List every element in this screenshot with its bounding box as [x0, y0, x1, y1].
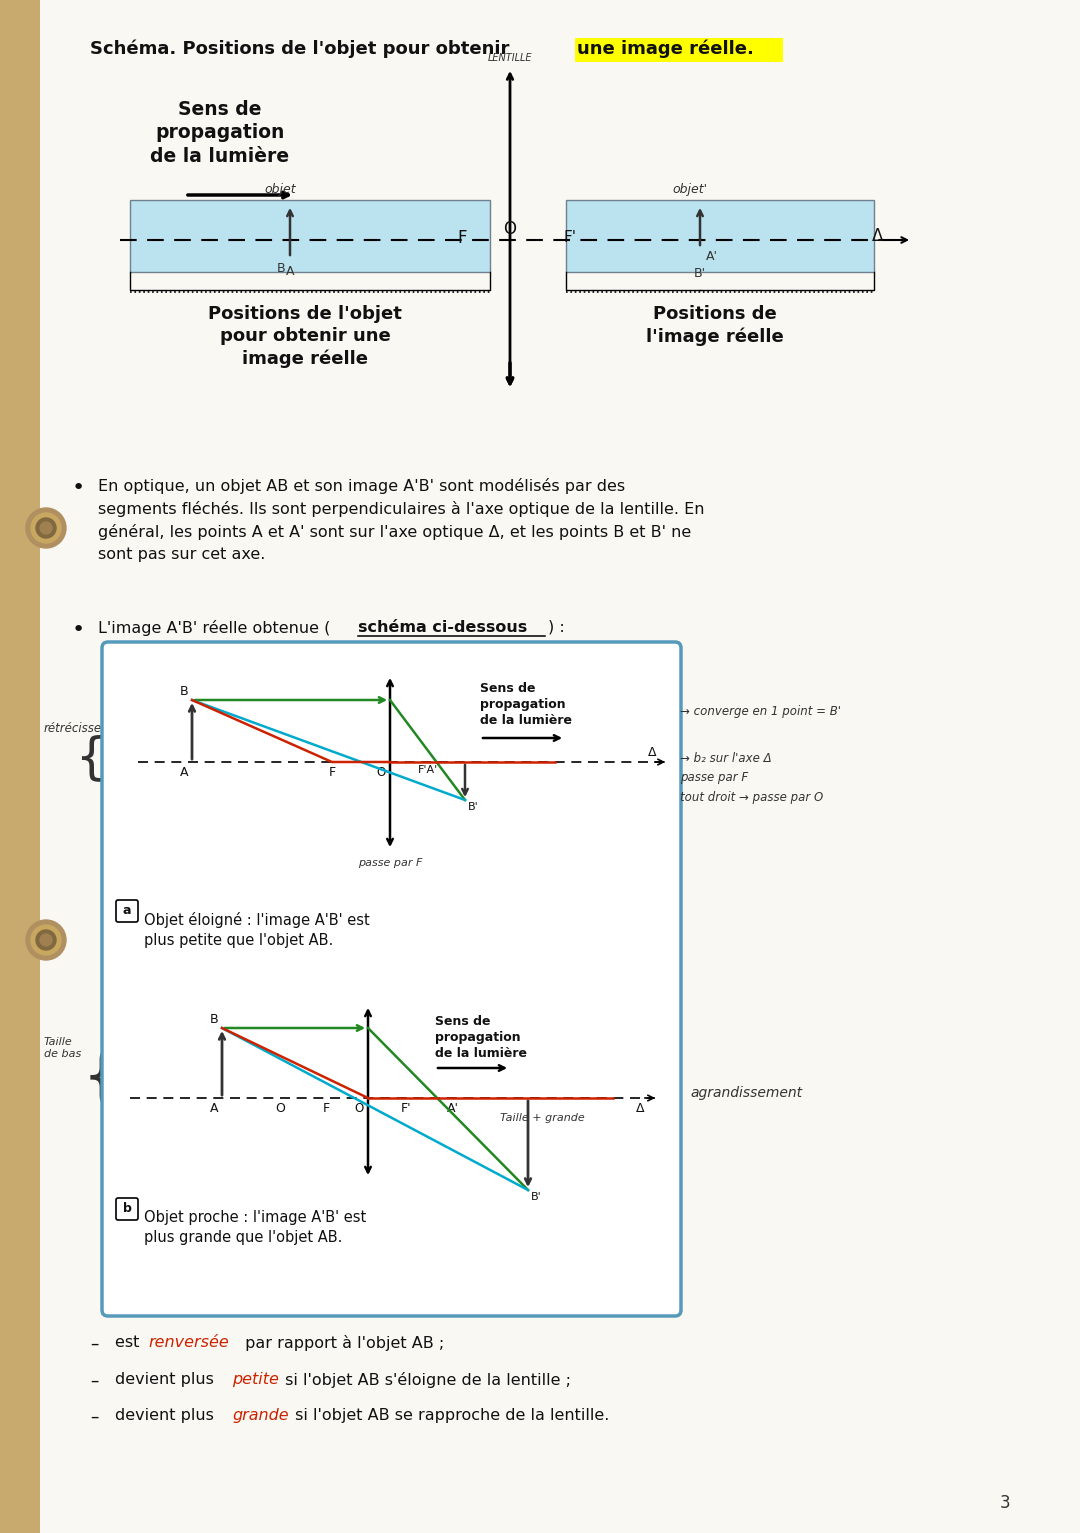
- Text: L'image A'B' réelle obtenue (: L'image A'B' réelle obtenue (: [98, 619, 330, 636]
- Text: Taille + grande: Taille + grande: [500, 1113, 584, 1124]
- Text: si l'objet AB s'éloigne de la lentille ;: si l'objet AB s'éloigne de la lentille ;: [280, 1372, 571, 1387]
- Text: Sens de
propagation
de la lumière: Sens de propagation de la lumière: [435, 1015, 527, 1059]
- Circle shape: [31, 924, 60, 955]
- Bar: [575, 38, 783, 61]
- Text: LENTILLE: LENTILLE: [488, 54, 532, 63]
- Text: B': B': [694, 267, 706, 281]
- Text: par rapport à l'objet AB ;: par rapport à l'objet AB ;: [240, 1335, 444, 1351]
- Text: B: B: [276, 262, 285, 274]
- Text: A: A: [210, 1102, 218, 1114]
- Text: si l'objet AB se rapproche de la lentille.: si l'objet AB se rapproche de la lentill…: [291, 1407, 609, 1423]
- Circle shape: [36, 518, 56, 538]
- Text: → converge en 1 point = B': → converge en 1 point = B': [680, 705, 841, 719]
- Text: passe par F: passe par F: [357, 858, 422, 868]
- Text: Positions de l'objet
pour obtenir une
image réelle: Positions de l'objet pour obtenir une im…: [208, 305, 402, 368]
- Text: Δ: Δ: [873, 227, 883, 245]
- Text: ) :: ) :: [548, 619, 565, 635]
- Text: B': B': [531, 1193, 542, 1202]
- Text: agrandissement: agrandissement: [690, 1085, 802, 1101]
- FancyBboxPatch shape: [102, 642, 681, 1315]
- Text: Sens de
propagation
de la lumière: Sens de propagation de la lumière: [150, 100, 289, 166]
- Text: F: F: [457, 228, 467, 247]
- Text: A': A': [706, 250, 718, 264]
- Text: F: F: [328, 766, 336, 779]
- Text: B: B: [210, 1013, 218, 1026]
- Text: B': B': [468, 802, 478, 812]
- Text: F'A': F'A': [418, 765, 438, 776]
- Text: Objet proche : l'image A'B' est
plus grande que l'objet AB.: Objet proche : l'image A'B' est plus gra…: [144, 1210, 366, 1245]
- Text: En optique, un objet AB et son image A'B' sont modélisés par des
segments fléché: En optique, un objet AB et son image A'B…: [98, 478, 704, 563]
- Text: •: •: [72, 619, 85, 639]
- Text: objet: objet: [265, 182, 296, 196]
- Text: Sens de
propagation
de la lumière: Sens de propagation de la lumière: [480, 682, 572, 727]
- Text: A: A: [179, 766, 188, 779]
- Text: passe par F: passe par F: [680, 771, 748, 785]
- Text: Schéma. Positions de l'objet pour obtenir: Schéma. Positions de l'objet pour obteni…: [90, 40, 515, 58]
- Circle shape: [26, 507, 66, 547]
- Circle shape: [26, 920, 66, 960]
- Text: grande: grande: [232, 1407, 288, 1423]
- Text: → b₂ sur l'axe Δ: → b₂ sur l'axe Δ: [680, 751, 771, 765]
- Circle shape: [36, 931, 56, 950]
- Text: O: O: [503, 221, 516, 238]
- FancyBboxPatch shape: [116, 1197, 138, 1220]
- Bar: [566, 199, 874, 271]
- Text: Taille
de bas: Taille de bas: [44, 1038, 81, 1059]
- Circle shape: [31, 514, 60, 543]
- Bar: [130, 199, 490, 271]
- Text: a: a: [123, 904, 132, 917]
- Text: –: –: [90, 1407, 98, 1426]
- Bar: [0, 0, 40, 1533]
- Text: est: est: [114, 1335, 145, 1351]
- Text: F: F: [323, 1102, 329, 1114]
- Text: Δ: Δ: [636, 1102, 645, 1114]
- Text: devient plus: devient plus: [114, 1372, 219, 1387]
- Text: objet': objet': [673, 182, 707, 196]
- Text: 3: 3: [1000, 1495, 1010, 1512]
- Circle shape: [40, 934, 52, 946]
- Text: schéma ci-dessous: schéma ci-dessous: [357, 619, 527, 635]
- Text: A': A': [447, 1102, 459, 1114]
- Text: O: O: [275, 1102, 285, 1114]
- Text: A: A: [286, 265, 294, 277]
- Text: devient plus: devient plus: [114, 1407, 219, 1423]
- Text: –: –: [90, 1372, 98, 1390]
- Text: F': F': [564, 230, 577, 245]
- Text: O: O: [354, 1102, 364, 1114]
- Text: rétrécissement: rétrécissement: [44, 722, 133, 734]
- Text: O: O: [377, 766, 386, 779]
- Text: tout droit → passe par O: tout droit → passe par O: [680, 791, 823, 805]
- FancyBboxPatch shape: [116, 900, 138, 921]
- Text: Positions de
l'image réelle: Positions de l'image réelle: [646, 305, 784, 346]
- Text: b: b: [122, 1202, 132, 1216]
- Text: –: –: [90, 1335, 98, 1354]
- Circle shape: [40, 523, 52, 533]
- Text: {: {: [44, 1049, 122, 1107]
- Text: {: {: [44, 734, 108, 782]
- Text: Objet éloigné : l'image A'B' est
plus petite que l'objet AB.: Objet éloigné : l'image A'B' est plus pe…: [144, 912, 369, 947]
- Text: F': F': [401, 1102, 411, 1114]
- Text: une image réelle.: une image réelle.: [577, 40, 754, 58]
- Text: renversée: renversée: [148, 1335, 229, 1351]
- Text: Δ: Δ: [648, 747, 657, 759]
- Text: B: B: [179, 685, 188, 698]
- Text: petite: petite: [232, 1372, 279, 1387]
- Text: •: •: [72, 478, 85, 498]
